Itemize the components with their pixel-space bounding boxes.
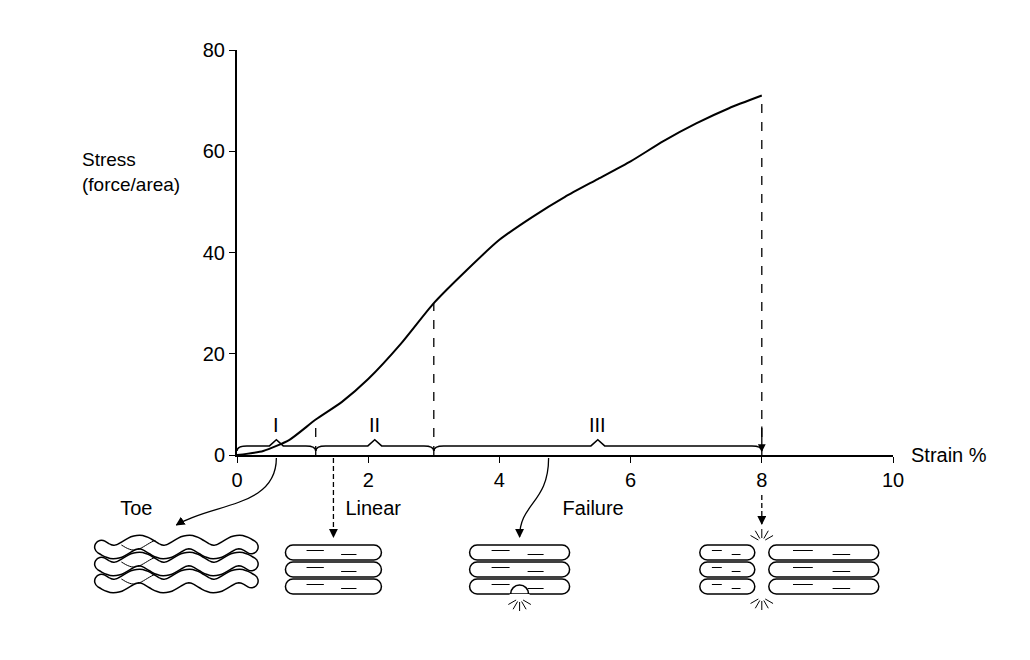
svg-text:80: 80: [203, 39, 225, 61]
svg-text:6: 6: [625, 469, 636, 491]
svg-text:I: I: [273, 414, 279, 436]
svg-text:0: 0: [231, 469, 242, 491]
svg-text:Strain %: Strain %: [911, 444, 987, 466]
svg-text:Linear: Linear: [345, 497, 401, 519]
svg-text:III: III: [589, 414, 606, 436]
svg-text:60: 60: [203, 140, 225, 162]
svg-text:2: 2: [363, 469, 374, 491]
svg-text:Toe: Toe: [120, 497, 152, 519]
svg-text:20: 20: [203, 343, 225, 365]
svg-text:0: 0: [214, 444, 225, 466]
svg-text:10: 10: [882, 469, 904, 491]
svg-text:II: II: [369, 414, 380, 436]
svg-text:40: 40: [203, 242, 225, 264]
svg-text:Failure: Failure: [563, 497, 624, 519]
svg-text:Stress(force/area): Stress(force/area): [82, 149, 180, 195]
svg-text:8: 8: [756, 469, 767, 491]
svg-text:4: 4: [494, 469, 505, 491]
